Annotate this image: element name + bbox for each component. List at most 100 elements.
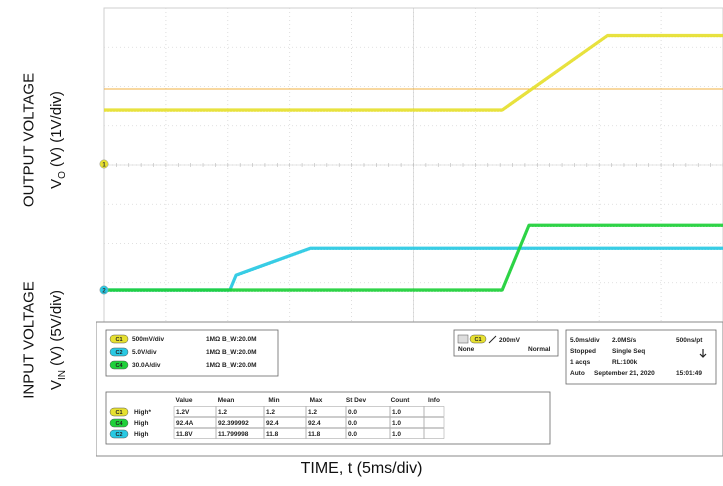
trace-noise-c2 bbox=[104, 248, 723, 292]
measurement-cell-box bbox=[423, 428, 445, 439]
trigger-source: None bbox=[458, 346, 475, 353]
measurement-cell-box bbox=[423, 417, 445, 428]
channel-marker-1: 1 bbox=[99, 159, 109, 169]
measurement-channel-text: C4 bbox=[115, 421, 123, 427]
channel-bandwidth: B_W:20.0M bbox=[222, 362, 257, 369]
input-voltage-units-pre: V bbox=[48, 380, 65, 391]
acquisition-cell: September 21, 2020 bbox=[594, 370, 655, 377]
measurement-cell: High bbox=[134, 420, 148, 427]
measurement-table: Value Mean Min Max St Dev Count Info C1 High* 1.2… bbox=[105, 391, 551, 445]
measurement-cell: 1.2 bbox=[266, 409, 275, 416]
channel-badge-text: C2 bbox=[115, 350, 122, 356]
acquisition-cell: RL:100k bbox=[612, 359, 638, 366]
output-voltage-units-sub: O bbox=[57, 171, 68, 179]
channel-bandwidth: B_W:20.0M bbox=[222, 336, 257, 343]
channel-scale-value: 500mV/div bbox=[132, 336, 165, 343]
x-axis-label: TIME, t (5ms/div) bbox=[300, 460, 423, 477]
measurement-cell: 0.0 bbox=[348, 409, 357, 416]
output-voltage-title: OUTPUT VOLTAGE bbox=[20, 72, 38, 208]
trigger-box: C1 200mV None Normal bbox=[453, 329, 559, 357]
trigger-frame bbox=[453, 329, 559, 357]
measurement-cell: 1.0 bbox=[392, 420, 401, 427]
measurement-cell-box bbox=[423, 406, 445, 417]
trigger-mode: Normal bbox=[528, 346, 551, 353]
measurement-cell: 11.8V bbox=[176, 431, 193, 438]
measurement-header: Value bbox=[176, 397, 193, 404]
measurement-header: Min bbox=[268, 397, 279, 404]
measurement-header: Info bbox=[428, 397, 440, 404]
channel-marker-2: 2 bbox=[99, 285, 109, 295]
acquisition-cell: Auto bbox=[570, 370, 585, 377]
measurement-cell: 92.4 bbox=[266, 420, 279, 427]
channel-badge-c4 bbox=[109, 360, 129, 370]
trigger-icon bbox=[457, 334, 469, 344]
y-axis-label-input: INPUT VOLTAGE bbox=[21, 281, 38, 399]
channel-scale-value: 5.0V/div bbox=[132, 349, 157, 356]
measurement-cell: 11.8 bbox=[266, 431, 279, 438]
measurement-channel-text: C2 bbox=[115, 432, 122, 438]
y-axis-label-output: OUTPUT VOLTAGE bbox=[21, 73, 38, 207]
trigger-channel-text: C1 bbox=[474, 337, 481, 343]
input-voltage-units-sub: IN bbox=[57, 370, 68, 380]
trigger-level: 200mV bbox=[499, 337, 521, 344]
acquisition-cell: 5.0ms/div bbox=[570, 337, 600, 344]
trace-noise-c4 bbox=[104, 225, 723, 292]
acquisition-cell: 500ns/pt bbox=[676, 337, 703, 344]
download-arrow-icon bbox=[699, 349, 707, 358]
trace-c1 bbox=[104, 33, 723, 112]
measurement-channel-badge bbox=[109, 418, 129, 428]
channel-scale-value: 30.0A/div bbox=[132, 362, 161, 369]
channel-scale-frame bbox=[105, 329, 279, 377]
acquisition-frame bbox=[565, 329, 717, 385]
measurement-cell: 0.0 bbox=[348, 420, 357, 427]
channel-bandwidth: B_W:20.0M bbox=[222, 349, 257, 356]
measurement-frame bbox=[105, 391, 551, 445]
measurement-cell: 1.2 bbox=[308, 409, 317, 416]
y-axis-label-output-units: VO (V) (1V/div) bbox=[48, 91, 68, 189]
acquisition-cell: 1 acqs bbox=[570, 359, 591, 366]
acquisition-cell: 15:01:49 bbox=[676, 370, 702, 377]
acquisition-cell: Stopped bbox=[570, 348, 596, 355]
measurement-cell: 92.399992 bbox=[218, 420, 249, 427]
measurement-cell: 92.4 bbox=[308, 420, 321, 427]
measurement-header: Max bbox=[310, 397, 323, 404]
channel-marker-label: 1 bbox=[102, 162, 106, 168]
measurement-channel-text: C1 bbox=[115, 410, 122, 416]
measurement-cell: 92.4A bbox=[176, 420, 194, 427]
measurement-cell: 1.2 bbox=[218, 409, 227, 416]
output-voltage-units-post: (V) (1V/div) bbox=[48, 91, 65, 172]
measurement-channel-badge bbox=[109, 407, 129, 417]
measurement-cell: 11.799998 bbox=[218, 431, 249, 438]
channel-coupling: 1MΩ bbox=[206, 362, 220, 369]
channel-badge-text: C4 bbox=[115, 363, 123, 369]
measurement-cell: High bbox=[134, 431, 148, 438]
acquisition-cell: 2.0MS/s bbox=[612, 337, 637, 344]
measurement-header: Mean bbox=[218, 397, 235, 404]
channel-coupling: 1MΩ bbox=[206, 349, 220, 356]
channel-marker-label: 2 bbox=[102, 288, 106, 294]
channel-marker-dot bbox=[99, 159, 109, 169]
channel-badge-text: C1 bbox=[115, 337, 122, 343]
trace-c4 bbox=[104, 223, 723, 292]
acquisition-cell: Single Seq bbox=[612, 348, 645, 355]
measurement-cell: 11.8 bbox=[308, 431, 321, 438]
measurement-cell: 1.2V bbox=[176, 409, 190, 416]
y-axis-label-input-units: VIN (V) (5V/div) bbox=[48, 290, 68, 390]
input-voltage-units-post: (V) (5V/div) bbox=[48, 289, 65, 370]
input-voltage-title: INPUT VOLTAGE bbox=[20, 281, 38, 399]
measurement-header: Count bbox=[391, 397, 411, 404]
trigger-slope-icon bbox=[488, 335, 497, 344]
acquisition-box: 5.0ms/div 2.0MS/s 500ns/pt Stopped Single Se… bbox=[565, 329, 717, 385]
output-voltage-units-pre: V bbox=[48, 178, 65, 189]
trigger-channel-badge bbox=[469, 334, 487, 344]
channel-badge-c2 bbox=[109, 347, 129, 357]
channel-coupling: 1MΩ bbox=[206, 336, 220, 343]
trace-noise-c1 bbox=[104, 36, 723, 112]
measurement-cell: 1.0 bbox=[392, 409, 401, 416]
measurement-header: St Dev bbox=[346, 397, 367, 404]
measurement-cell: 1.0 bbox=[392, 431, 401, 438]
measurement-cell: 0.0 bbox=[348, 431, 357, 438]
channel-badge-c1 bbox=[109, 334, 129, 344]
